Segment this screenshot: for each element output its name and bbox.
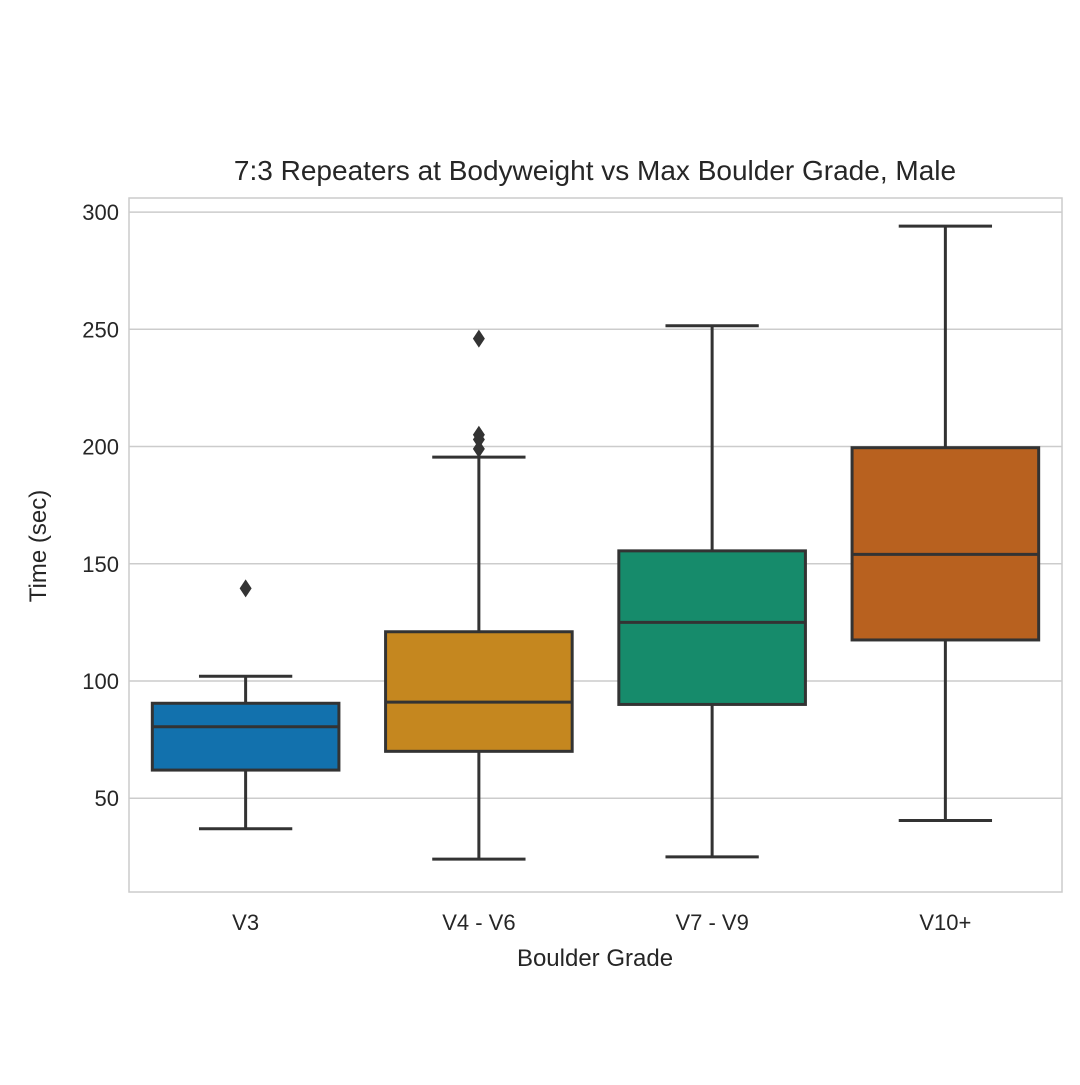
iqr-box xyxy=(384,630,574,753)
x-tick-label: V7 - V9 xyxy=(675,910,748,935)
y-tick-label: 50 xyxy=(95,786,119,811)
outlier-point xyxy=(239,579,252,598)
outlier-point xyxy=(472,439,485,458)
y-tick-label: 100 xyxy=(82,669,119,694)
box-group xyxy=(850,224,1041,822)
y-tick-labels: 50 100 150 200 250 300 xyxy=(82,200,119,811)
y-tick-label: 250 xyxy=(82,317,119,342)
box-group xyxy=(617,324,807,859)
outlier-point xyxy=(472,425,485,444)
y-tick-label: 200 xyxy=(82,435,119,460)
y-axis-label: Time (sec) xyxy=(25,490,52,602)
iqr-box xyxy=(850,446,1041,642)
plot-area-frame xyxy=(128,197,1063,893)
x-tick-label: V10+ xyxy=(919,910,971,935)
grid-lines xyxy=(129,211,1062,799)
x-tick-label: V4 - V6 xyxy=(442,910,515,935)
outlier-point xyxy=(472,329,485,348)
iqr-box xyxy=(150,701,341,772)
x-axis-label: Boulder Grade xyxy=(517,945,673,972)
x-tick-labels: V3 V4 - V6 V7 - V9 V10+ xyxy=(232,910,971,935)
y-tick-label: 300 xyxy=(82,200,119,225)
x-tick-label: V3 xyxy=(232,910,259,935)
iqr-box xyxy=(617,549,807,706)
box-group xyxy=(384,329,574,861)
y-tick-label: 150 xyxy=(82,552,119,577)
chart-title: 7:3 Repeaters at Bodyweight vs Max Bould… xyxy=(234,155,956,186)
box-group xyxy=(150,579,341,831)
box-series xyxy=(150,224,1041,861)
